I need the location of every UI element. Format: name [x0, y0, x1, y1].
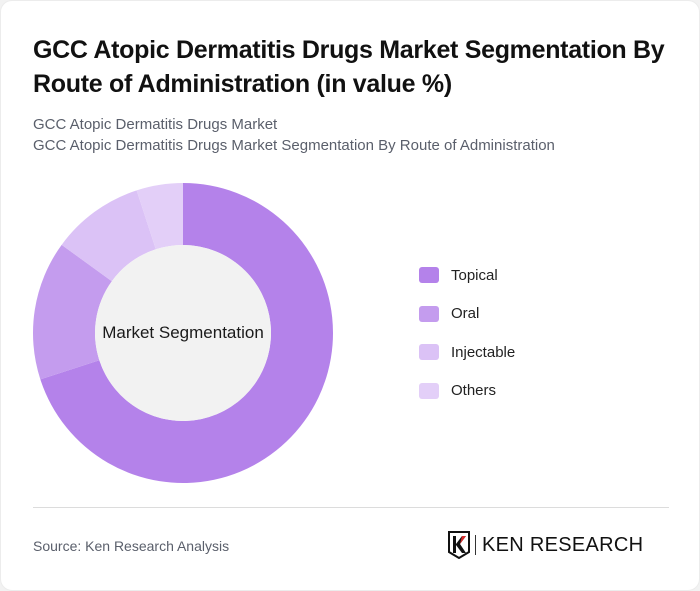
legend-swatch-others: [419, 382, 439, 399]
legend-item-topical[interactable]: Topical: [419, 265, 515, 285]
legend-label: Others: [451, 382, 497, 399]
donut-slice-topical[interactable]: [40, 183, 333, 483]
legend-swatch-oral: [419, 305, 439, 322]
legend-item-oral[interactable]: Oral: [419, 304, 515, 324]
donut-slice-others[interactable]: [136, 183, 183, 250]
footer-divider: [33, 507, 669, 508]
chart-subtitle: GCC Atopic Dermatitis Drugs Market GCC A…: [33, 114, 555, 156]
logo-text: KEN RESEARCH: [482, 533, 644, 556]
legend-item-injectable[interactable]: Injectable: [419, 342, 515, 362]
source-note: Source: Ken Research Analysis: [33, 538, 230, 554]
chart-legend: Topical Oral Injectable Others: [419, 265, 515, 419]
donut-slice-injectable[interactable]: [61, 190, 156, 282]
ken-research-logo: KEN RESEARCH: [448, 531, 643, 559]
legend-item-others[interactable]: Others: [419, 381, 515, 401]
subtitle-line-2: GCC Atopic Dermatitis Drugs Market Segme…: [33, 137, 555, 154]
legend-label: Topical: [451, 266, 498, 284]
ken-shield-icon: [448, 531, 470, 559]
legend-label: Oral: [451, 305, 480, 322]
legend-label: Injectable: [451, 343, 516, 361]
subtitle-line-1: GCC Atopic Dermatitis Drugs Market: [33, 116, 278, 133]
logo-separator: [475, 535, 476, 555]
donut-chart: [33, 183, 333, 483]
donut-slice-oral[interactable]: [33, 244, 112, 380]
donut-hole: [95, 245, 271, 421]
legend-swatch-injectable: [419, 344, 439, 360]
legend-swatch-topical: [419, 267, 439, 283]
chart-title: GCC Atopic Dermatitis Drugs Market Segme…: [33, 36, 665, 98]
